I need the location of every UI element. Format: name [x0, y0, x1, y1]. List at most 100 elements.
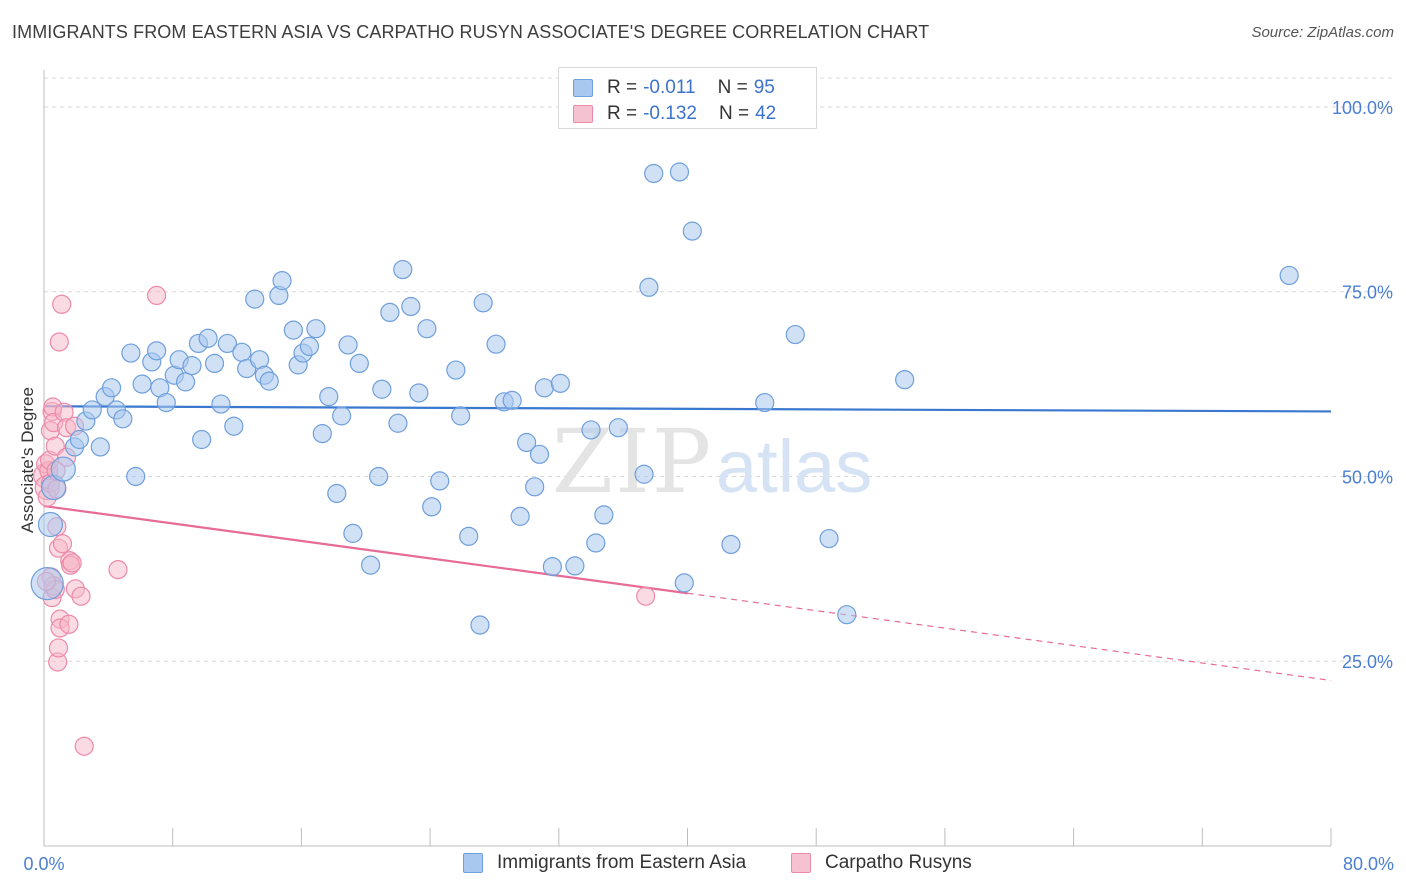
point-blue [283, 320, 303, 340]
point-blue [430, 471, 450, 491]
point-blue [639, 277, 659, 297]
point-blue [417, 319, 437, 339]
point-blue [608, 418, 628, 438]
point-blue [82, 400, 102, 420]
x-tick-label: 0.0% [23, 854, 64, 874]
legend-row-blue: R = -0.011 N = 95 [573, 76, 775, 100]
point-blue [101, 378, 122, 398]
y-tick-label: 100.0% [1332, 98, 1393, 118]
point-blue [594, 505, 614, 525]
bottom-legend: Immigrants from Eastern Asia Carpatho Ru… [0, 851, 1406, 879]
bottom-legend-item-pink: Carpatho Rusyns [791, 852, 972, 874]
legend-r-label: R = [607, 103, 638, 124]
point-blue [37, 511, 64, 538]
point-blue [380, 302, 400, 323]
bottom-legend-item-blue: Immigrants from Eastern Asia [463, 852, 746, 874]
watermark-zip: ZIP [552, 410, 713, 513]
point-blue [204, 353, 225, 374]
point-pink [636, 586, 656, 606]
point-blue [147, 341, 167, 361]
point-blue [372, 379, 392, 399]
point-blue [542, 557, 562, 577]
point-blue [473, 293, 493, 313]
point-blue [393, 259, 413, 280]
y-tick-label: 50.0% [1342, 467, 1393, 487]
point-blue [332, 406, 352, 426]
point-blue [470, 615, 490, 635]
point-blue [338, 335, 358, 355]
point-blue [510, 506, 530, 526]
trend-lines [43, 405, 1332, 682]
point-blue [192, 429, 212, 450]
point-blue [837, 605, 857, 625]
y-tick-label: 75.0% [1342, 283, 1393, 303]
point-blue [581, 420, 601, 440]
point-blue [245, 289, 265, 309]
point-blue [299, 336, 320, 357]
point-blue [401, 296, 421, 317]
chart-source: Source: ZipAtlas.com [1251, 24, 1394, 41]
point-blue [422, 497, 442, 517]
legend-n-label: N = [718, 103, 750, 124]
point-blue [785, 324, 805, 345]
point-blue [217, 333, 237, 354]
point-blue [211, 394, 231, 414]
tick-labels: 25.0% 50.0% 75.0% 100.0% 0.0% 80.0% [23, 98, 1394, 874]
point-blue [360, 555, 381, 575]
trend-line-pink [43, 504, 688, 595]
y-tick-label: 25.0% [1342, 652, 1393, 672]
point-blue [451, 406, 471, 426]
point-pink [108, 559, 128, 580]
point-blue [669, 162, 690, 182]
point-blue [156, 392, 176, 413]
point-blue [50, 456, 76, 482]
legend-n-value: 95 [753, 77, 775, 98]
point-blue [446, 360, 466, 380]
legend-n-value: 42 [755, 103, 777, 124]
legend-swatch-blue [573, 79, 593, 97]
legend-row-pink: R = -0.132 N = 42 [573, 102, 776, 126]
point-blue [369, 466, 389, 487]
bottom-legend-label-blue: Immigrants from Eastern Asia [497, 852, 747, 873]
point-blue [312, 424, 332, 444]
point-blue [682, 221, 702, 241]
point-pink [147, 285, 167, 306]
point-blue [534, 378, 554, 398]
point-blue [306, 319, 326, 339]
trend-line-blue [43, 405, 1332, 413]
y-axis-title: Associate's Degree [18, 387, 37, 533]
point-blue [388, 413, 408, 433]
point-blue [126, 466, 146, 487]
point-blue [30, 567, 64, 601]
legend-r-value: -0.132 [643, 103, 697, 124]
point-blue [272, 271, 292, 291]
point-pink [59, 614, 79, 634]
point-blue [327, 483, 347, 504]
point-blue [525, 477, 545, 497]
point-blue [634, 464, 654, 484]
trend-line-pink-extension [687, 592, 1332, 682]
point-blue [319, 387, 339, 407]
point-blue [132, 374, 152, 394]
point-blue [674, 573, 694, 593]
point-pink [49, 332, 69, 352]
point-blue [550, 373, 571, 393]
point-pink [71, 586, 91, 606]
bottom-legend-label-pink: Carpatho Rusyns [825, 852, 972, 873]
point-blue [259, 371, 279, 391]
point-blue [232, 342, 252, 362]
point-blue [486, 334, 506, 354]
point-blue [565, 556, 585, 576]
point-blue [502, 390, 522, 410]
point-blue [755, 392, 775, 413]
point-blue [113, 409, 133, 429]
point-blue [343, 523, 363, 543]
point-pink [48, 638, 69, 658]
point-blue [644, 163, 664, 184]
watermark-atlas: atlas [716, 425, 872, 508]
legend-n-label: N = [717, 77, 748, 98]
points-blue [30, 162, 1299, 635]
legend-r-label: R = [607, 77, 638, 98]
point-blue [90, 437, 110, 457]
